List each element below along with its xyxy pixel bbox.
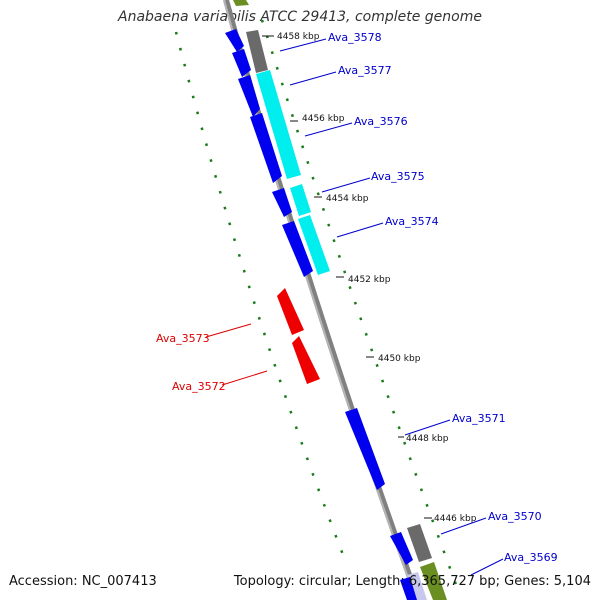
genome-summary-text: Topology: circular; Length: 6,365,727 bp… <box>233 574 591 589</box>
olive-feature-bottom <box>420 562 447 600</box>
gene-label-ava-3575[interactable]: Ava_3575 <box>371 170 425 183</box>
cds-forward-3575 <box>272 188 292 217</box>
gene-label-ava-3577[interactable]: Ava_3577 <box>338 64 392 77</box>
cds-forward-3569 <box>400 577 417 600</box>
cyan-feature-3574 <box>298 215 330 275</box>
tick-label: 4456 kbp <box>302 114 345 124</box>
gray-feature-top <box>246 30 268 73</box>
cds-forward-3577a <box>232 49 251 77</box>
gene-label-ava-3570[interactable]: Ava_3570 <box>488 510 542 523</box>
tick-label: 4452 kbp <box>348 275 391 285</box>
cds-forward-3577b <box>238 75 260 117</box>
cds-forward-3574 <box>282 221 313 277</box>
pale-feature-bottom <box>407 572 427 600</box>
gc-skew-outer-track <box>260 19 460 591</box>
cds-forward-3570 <box>390 532 413 565</box>
tick-label: 4448 kbp <box>406 434 449 444</box>
reverse-leader-lines <box>205 323 268 386</box>
cds-forward-3571 <box>345 408 385 490</box>
forward-leader-lines <box>279 38 504 576</box>
gene-label-ava-3576[interactable]: Ava_3576 <box>354 115 408 128</box>
gene-label-ava-3574[interactable]: Ava_3574 <box>385 215 439 228</box>
olive-feature-top <box>233 0 249 6</box>
gene-label-ava-3571[interactable]: Ava_3571 <box>452 412 506 425</box>
cds-forward-3578 <box>225 29 244 52</box>
tick-label: 4458 kbp <box>277 32 320 42</box>
gene-label-ava-3569[interactable]: Ava_3569 <box>504 551 558 564</box>
cds-forward-3576 <box>250 113 282 183</box>
cds-reverse-3572 <box>292 336 320 384</box>
gene-label-ava-3573[interactable]: Ava_3573 <box>156 332 210 345</box>
tick-label: 4450 kbp <box>378 354 421 364</box>
tick-marks <box>262 35 432 519</box>
cyan-feature-3575 <box>290 184 311 216</box>
cyan-feature-3577 <box>256 70 301 179</box>
tick-label: 4446 kbp <box>434 514 477 524</box>
gene-label-ava-3572[interactable]: Ava_3572 <box>172 380 226 393</box>
gray-feature-bottom <box>407 524 432 562</box>
genome-backbone <box>223 0 421 600</box>
cds-reverse-3573 <box>277 288 304 335</box>
gene-label-ava-3578[interactable]: Ava_3578 <box>328 31 382 44</box>
tick-label: 4454 kbp <box>326 194 369 204</box>
accession-text: Accession: NC_007413 <box>9 574 157 589</box>
map-title: Anabaena variabilis ATCC 29413, complete… <box>118 9 482 25</box>
